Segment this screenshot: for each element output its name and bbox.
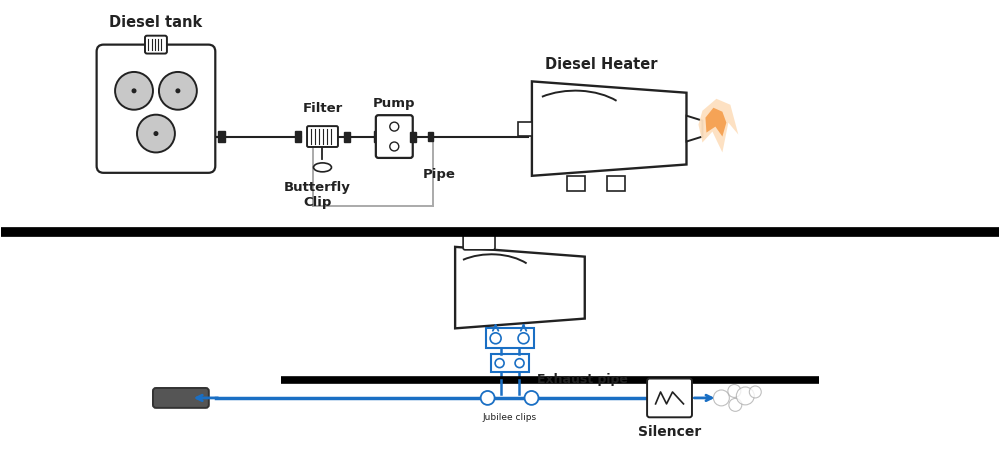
Circle shape: [495, 359, 504, 368]
Bar: [344, 131, 350, 141]
Bar: [491, 354, 529, 372]
FancyBboxPatch shape: [307, 126, 338, 147]
Circle shape: [736, 387, 754, 405]
Bar: [607, 176, 625, 191]
Circle shape: [525, 391, 538, 405]
Circle shape: [713, 390, 729, 406]
Bar: [567, 176, 585, 191]
Text: Diesel Heater: Diesel Heater: [545, 57, 658, 72]
Circle shape: [154, 132, 158, 135]
Polygon shape: [686, 116, 702, 141]
Polygon shape: [532, 81, 686, 176]
Circle shape: [728, 384, 741, 397]
Text: Filter: Filter: [302, 102, 343, 115]
FancyBboxPatch shape: [647, 378, 692, 417]
Ellipse shape: [314, 163, 331, 172]
Bar: [218, 131, 225, 142]
Bar: [410, 131, 416, 141]
Circle shape: [490, 333, 501, 344]
Circle shape: [518, 333, 529, 344]
Circle shape: [390, 142, 399, 151]
Bar: [486, 328, 534, 348]
Circle shape: [132, 89, 136, 93]
FancyBboxPatch shape: [376, 115, 413, 158]
Bar: [295, 131, 301, 142]
Circle shape: [749, 386, 761, 398]
FancyBboxPatch shape: [153, 388, 209, 408]
Circle shape: [390, 122, 399, 131]
Text: Pipe: Pipe: [423, 168, 456, 181]
FancyBboxPatch shape: [463, 234, 495, 250]
Text: Silencer: Silencer: [638, 425, 701, 439]
Circle shape: [515, 359, 524, 368]
Polygon shape: [455, 247, 585, 328]
Bar: [374, 131, 378, 142]
Circle shape: [481, 391, 495, 405]
Text: Butterfly
Clip: Butterfly Clip: [284, 181, 351, 209]
FancyBboxPatch shape: [145, 36, 167, 54]
Circle shape: [729, 398, 742, 411]
Circle shape: [137, 115, 175, 153]
Circle shape: [159, 72, 197, 110]
Text: Exhaust pipe: Exhaust pipe: [537, 373, 628, 386]
Bar: [428, 132, 433, 141]
Circle shape: [176, 89, 180, 93]
Text: Jubilee clips: Jubilee clips: [483, 413, 537, 422]
Text: Diesel tank: Diesel tank: [109, 15, 203, 30]
FancyBboxPatch shape: [97, 45, 215, 173]
Polygon shape: [705, 108, 726, 136]
Polygon shape: [698, 99, 738, 153]
Bar: [518, 122, 532, 135]
Text: Pump: Pump: [373, 97, 416, 110]
Circle shape: [115, 72, 153, 110]
